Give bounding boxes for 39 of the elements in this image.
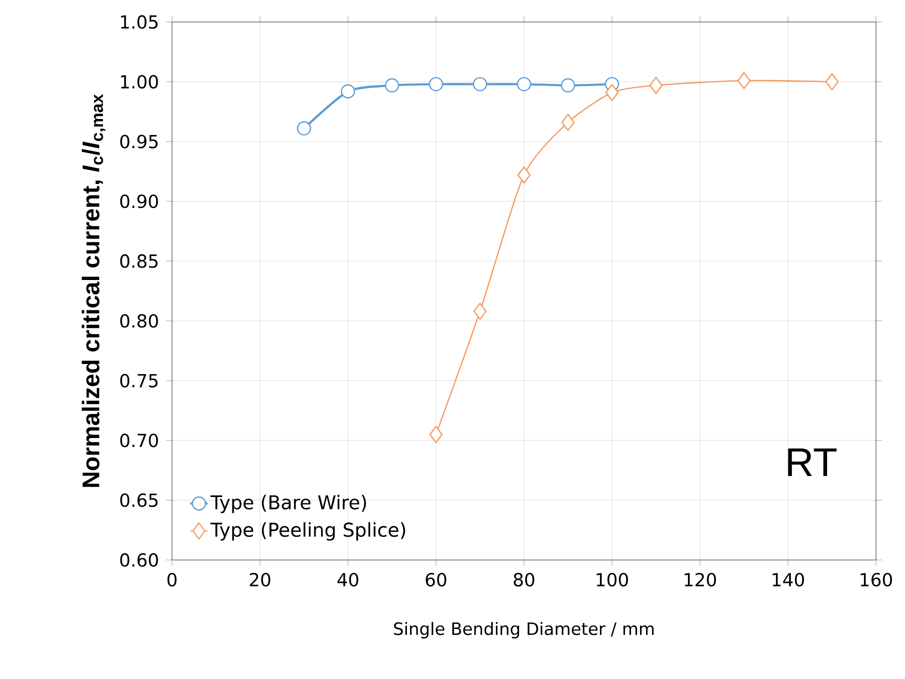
point: [340, 84, 356, 98]
x-tick-label: 0: [167, 572, 177, 586]
x-tick-label: 40: [337, 572, 358, 586]
point: [605, 84, 619, 102]
y-tick-label: 0.85: [120, 254, 158, 268]
x-axis-title: Single Bending Diameter / mm: [394, 622, 654, 638]
point: [473, 302, 487, 320]
y-tick-label: 0.60: [120, 553, 158, 567]
x-tick-label: 100: [596, 572, 628, 586]
y-tick-label: 0.70: [120, 434, 158, 448]
y-tick-label: 1.05: [121, 15, 158, 29]
y-tick-label: 0.95: [120, 134, 158, 148]
point: [649, 76, 663, 94]
point: [472, 77, 488, 92]
x-tick-label: 80: [514, 572, 534, 586]
point: [296, 121, 312, 136]
y-tick-label: 1.00: [121, 74, 158, 89]
point: [561, 114, 575, 132]
y-tick-label: 0.80: [120, 314, 158, 328]
point: [560, 78, 576, 92]
point: [428, 77, 444, 92]
y-tick-label: 0.65: [120, 493, 158, 508]
point: [384, 78, 400, 92]
x-tick-label: 140: [772, 572, 804, 586]
x-tick-label: 60: [426, 572, 446, 586]
x-tick-label: 120: [684, 572, 716, 586]
y-tick-label: 0.90: [120, 194, 158, 208]
point: [825, 73, 839, 90]
legend-label: Type (Peeling Splice): [210, 522, 406, 541]
point: [516, 77, 532, 92]
point: [517, 166, 531, 184]
x-tick-label: 20: [250, 572, 270, 586]
point: [737, 72, 751, 90]
point: [429, 426, 443, 444]
annotation: RT: [788, 448, 837, 476]
x-tick-label: 160: [860, 572, 892, 586]
legend-label: Type (Bare Wire): [210, 494, 366, 514]
y-tick-label: 0.75: [120, 374, 158, 388]
text: Normalized critical current, I$_{c}$/I$_{c,max}$: [82, 94, 106, 487]
